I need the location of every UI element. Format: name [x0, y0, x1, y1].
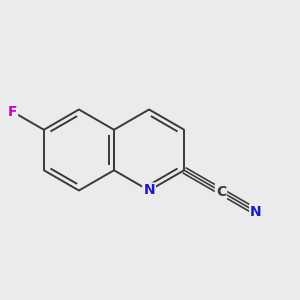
Text: N: N [143, 184, 155, 197]
Text: C: C [216, 184, 226, 199]
Text: F: F [8, 104, 17, 118]
Text: N: N [250, 205, 262, 219]
